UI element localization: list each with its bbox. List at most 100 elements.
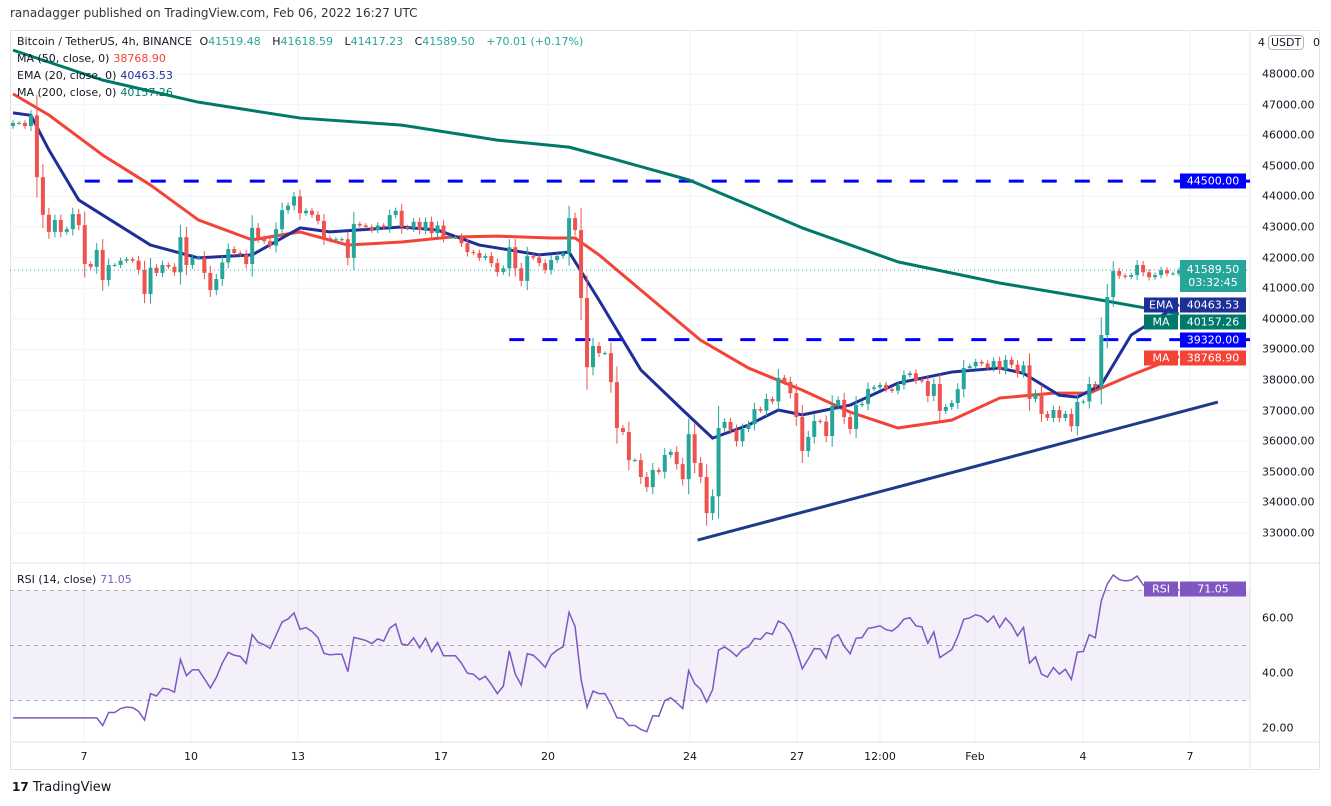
- candle: [913, 369, 918, 385]
- candle: [309, 207, 314, 218]
- candle: [399, 204, 404, 234]
- rsi-value: 71.05: [100, 573, 132, 586]
- candle-body: [573, 218, 578, 231]
- ema-tag: EMA: [1144, 297, 1178, 313]
- symbol-legend[interactable]: Bitcoin / TetherUS, 4h, BINANCE O41519.4…: [17, 35, 587, 48]
- candle-body: [668, 451, 673, 455]
- candle: [746, 420, 751, 433]
- ma200-line: [12, 48, 1180, 316]
- candle-body: [931, 383, 936, 396]
- ma200-legend[interactable]: MA (200, close, 0) 40157.26: [17, 86, 177, 99]
- candle: [1129, 272, 1134, 280]
- candle: [549, 255, 554, 275]
- candle-body: [907, 373, 912, 376]
- candle: [112, 263, 117, 267]
- tradingview-logo[interactable]: 𝟭𝟳 TradingView: [12, 780, 111, 795]
- levels: [10, 179, 1250, 542]
- rsi-tick-label: 20.00: [1262, 721, 1294, 735]
- candle: [160, 260, 165, 278]
- candle: [477, 249, 482, 262]
- candle: [202, 251, 207, 280]
- candle: [100, 239, 105, 291]
- candle: [638, 453, 643, 484]
- candle: [1135, 260, 1140, 280]
- candle-body: [1063, 413, 1068, 418]
- candle: [292, 191, 297, 211]
- candle: [602, 351, 607, 355]
- level-39320-tag: 39320.00: [1180, 332, 1246, 348]
- candle-body: [64, 229, 69, 232]
- candle-body: [1087, 383, 1092, 402]
- candle-body: [812, 421, 817, 437]
- ema20-legend[interactable]: EMA (20, close, 0) 40463.53: [17, 69, 177, 82]
- candle-body: [220, 262, 225, 280]
- chart-frame: [10, 30, 1320, 770]
- candle-body: [411, 221, 416, 229]
- rsi-tag: RSI: [1144, 581, 1178, 597]
- candle-body: [16, 122, 21, 124]
- ma50-tag: MA: [1144, 350, 1178, 366]
- candle-body: [393, 210, 398, 216]
- candle: [889, 386, 894, 394]
- candle: [196, 255, 201, 260]
- bar-countdown: 03:32:45: [1188, 276, 1238, 289]
- candle-body: [698, 462, 703, 478]
- candle-body: [369, 227, 374, 231]
- ma200-value-tag: 40157.26: [1180, 314, 1246, 330]
- candle-body: [154, 267, 159, 273]
- ma200-label: MA (200, close, 0): [17, 86, 117, 99]
- price-tick-label: 42000.00: [1262, 251, 1315, 265]
- candle-body: [339, 239, 344, 241]
- rsi-label: RSI (14, close): [17, 573, 97, 586]
- candle-body: [537, 257, 542, 264]
- candle: [40, 163, 45, 228]
- price-tick-label: 33000.00: [1262, 526, 1315, 540]
- candle: [854, 396, 859, 438]
- candle: [387, 209, 392, 233]
- candle-body: [788, 381, 793, 394]
- candle: [321, 213, 326, 245]
- candle: [626, 421, 631, 471]
- candle-body: [268, 241, 273, 246]
- candle-body: [824, 421, 829, 436]
- candle: [507, 239, 512, 277]
- candle: [961, 359, 966, 398]
- candle: [668, 449, 673, 458]
- candle-body: [256, 227, 261, 239]
- candle-body: [1021, 365, 1026, 374]
- candle-body: [315, 214, 320, 221]
- candle: [70, 207, 75, 236]
- rsi-tick-label: 40.00: [1262, 666, 1294, 680]
- candle-body: [345, 239, 350, 258]
- candle-body: [758, 409, 763, 411]
- low-value: 41417.23: [350, 35, 404, 48]
- candle: [393, 207, 398, 219]
- candle: [501, 265, 506, 275]
- candle-body: [363, 225, 368, 227]
- candle-body: [1051, 409, 1056, 418]
- candle-body: [866, 388, 871, 404]
- currency-button[interactable]: USDT: [1268, 35, 1305, 50]
- time-tick-label: 4: [1079, 750, 1087, 763]
- candle: [561, 250, 566, 259]
- ma50-legend[interactable]: MA (50, close, 0) 38768.90: [17, 52, 170, 65]
- candle: [280, 202, 285, 237]
- candle-body: [298, 196, 303, 214]
- candle-body: [818, 421, 823, 423]
- candle-body: [321, 220, 326, 239]
- candle-body: [836, 399, 841, 407]
- candle: [830, 395, 835, 447]
- candle-body: [142, 269, 147, 295]
- candle: [1057, 405, 1062, 423]
- close-value: 41589.50: [422, 35, 475, 48]
- candle: [178, 224, 183, 285]
- ema-value-tag: 40463.53: [1180, 297, 1246, 313]
- ma200-tag: MA: [1144, 314, 1178, 330]
- candle: [363, 223, 368, 230]
- candle: [82, 211, 87, 278]
- open-label: O: [199, 35, 209, 48]
- candle: [327, 235, 332, 243]
- rsi-legend[interactable]: RSI (14, close) 71.05: [17, 573, 136, 586]
- candle-body: [399, 210, 404, 227]
